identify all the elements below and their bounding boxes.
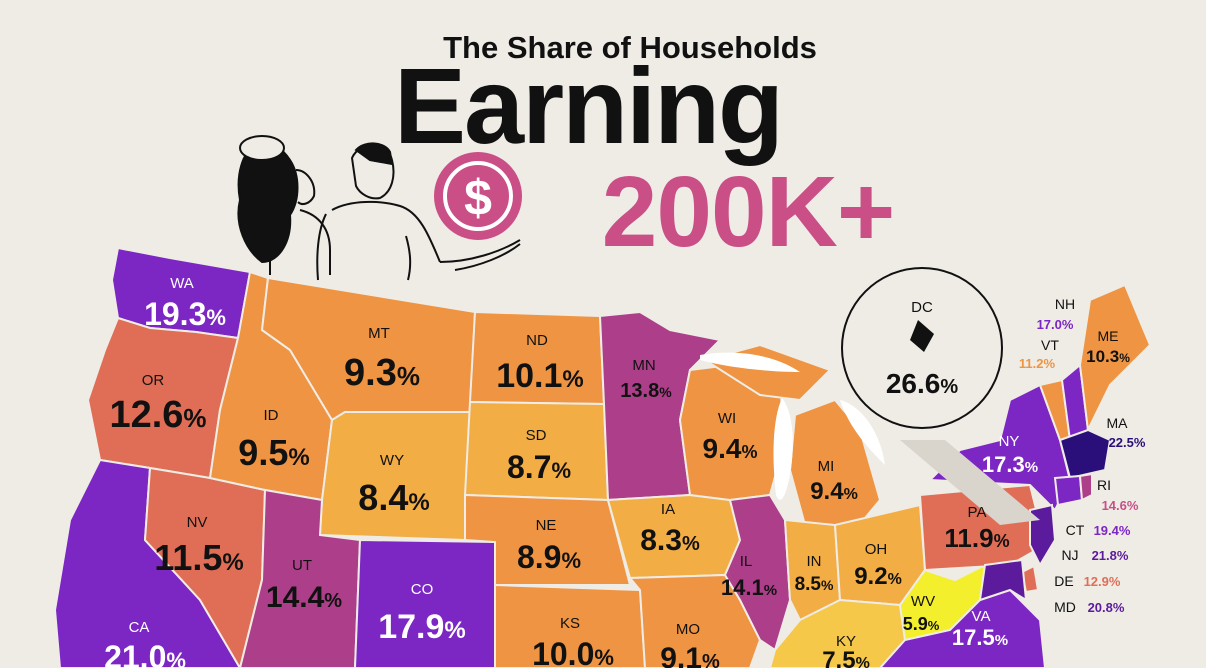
title-line-2: Earning bbox=[394, 45, 782, 166]
label-or-value: 12.6% bbox=[109, 394, 206, 436]
label-wy-abbr: WY bbox=[380, 452, 404, 469]
people-illustration bbox=[237, 135, 521, 281]
label-mi-abbr: MI bbox=[818, 458, 835, 475]
label-ri-abbr: RI bbox=[1097, 477, 1111, 493]
label-pa-abbr: PA bbox=[968, 504, 987, 521]
state-ma[interactable] bbox=[1058, 428, 1112, 480]
label-md-abbr: MD bbox=[1054, 599, 1076, 615]
label-dc-abbr: DC bbox=[911, 299, 933, 316]
label-il-value: 14.1% bbox=[721, 575, 777, 600]
label-wa-value: 19.3% bbox=[144, 296, 226, 332]
label-wi-value: 9.4% bbox=[703, 433, 758, 464]
label-ne-abbr: NE bbox=[536, 517, 557, 534]
label-wv-value: 5.9% bbox=[903, 614, 940, 634]
lake-michigan bbox=[773, 398, 793, 500]
label-ne-value: 8.9% bbox=[517, 539, 581, 575]
state-md[interactable] bbox=[978, 558, 1028, 602]
label-ia-abbr: IA bbox=[661, 501, 675, 518]
label-me-abbr: ME bbox=[1098, 328, 1119, 344]
state-va[interactable] bbox=[878, 588, 1047, 668]
state-ks[interactable] bbox=[494, 583, 647, 668]
label-ky-value: 7.5% bbox=[822, 647, 870, 668]
label-ri-value: 14.6% bbox=[1102, 498, 1139, 513]
label-in-abbr: IN bbox=[807, 553, 822, 570]
label-de-value: 12.9% bbox=[1084, 574, 1121, 589]
lake-huron bbox=[840, 400, 885, 465]
label-ks-abbr: KS bbox=[560, 615, 580, 632]
label-ca-abbr: CA bbox=[129, 619, 150, 636]
label-vt-abbr: VT bbox=[1041, 337, 1059, 353]
label-ma-abbr: MA bbox=[1107, 415, 1129, 431]
label-mo-abbr: MO bbox=[676, 621, 700, 638]
title-line-3: 200K+ bbox=[602, 156, 894, 268]
label-ny-value: 17.3% bbox=[982, 452, 1038, 477]
label-mn-abbr: MN bbox=[632, 357, 655, 374]
label-dc-value: 26.6% bbox=[886, 368, 959, 399]
label-co-abbr: CO bbox=[411, 581, 434, 598]
label-va-value: 17.5% bbox=[952, 625, 1008, 650]
label-or-abbr: OR bbox=[142, 372, 165, 389]
label-ca-value: 21.0% bbox=[104, 639, 186, 668]
dollar-coin-icon: $ bbox=[434, 152, 522, 240]
label-id-abbr: ID bbox=[264, 407, 279, 424]
label-ks-value: 10.0% bbox=[532, 636, 614, 668]
dollar-symbol: $ bbox=[464, 170, 492, 226]
label-sd-value: 8.7% bbox=[507, 449, 571, 485]
label-nh-abbr: NH bbox=[1055, 296, 1075, 312]
state-co[interactable] bbox=[353, 538, 496, 668]
us-map bbox=[53, 246, 1152, 668]
label-me-value: 10.3% bbox=[1086, 347, 1130, 366]
label-mt-value: 9.3% bbox=[344, 352, 420, 394]
label-oh-value: 9.2% bbox=[854, 563, 902, 590]
label-ma-value: 22.5% bbox=[1109, 435, 1146, 450]
label-vt-value: 11.2% bbox=[1019, 356, 1056, 371]
label-in-value: 8.5% bbox=[795, 574, 834, 595]
label-md-value: 20.8% bbox=[1088, 600, 1125, 615]
great-lakes bbox=[700, 352, 885, 500]
label-nv-abbr: NV bbox=[187, 514, 208, 531]
label-id-value: 9.5% bbox=[238, 432, 309, 473]
title-line-1: The Share of Households bbox=[443, 30, 817, 65]
state-il[interactable] bbox=[723, 493, 792, 652]
label-ut-abbr: UT bbox=[292, 557, 312, 574]
labels: WA 19.3% OR 12.6% CA 21.0% NV 11.5% ID 9… bbox=[104, 275, 1146, 668]
label-mi-value: 9.4% bbox=[810, 478, 858, 505]
label-nd-abbr: ND bbox=[526, 332, 548, 349]
label-ky-abbr: KY bbox=[836, 633, 856, 650]
label-wa-abbr: WA bbox=[170, 275, 194, 292]
label-ct-value: 19.4% bbox=[1094, 523, 1131, 538]
woman-hair-icon bbox=[237, 138, 299, 264]
label-nj-abbr: NJ bbox=[1061, 547, 1078, 563]
label-de-abbr: DE bbox=[1054, 573, 1073, 589]
label-nv-value: 11.5% bbox=[154, 537, 243, 578]
label-co-value: 17.9% bbox=[378, 608, 466, 646]
label-sd-abbr: SD bbox=[526, 427, 547, 444]
state-ri[interactable] bbox=[1078, 472, 1093, 502]
state-ct[interactable] bbox=[1053, 474, 1084, 507]
label-va-abbr: VA bbox=[972, 608, 991, 625]
label-wv-abbr: WV bbox=[911, 593, 935, 610]
label-il-abbr: IL bbox=[740, 553, 753, 570]
state-nj[interactable] bbox=[1029, 503, 1057, 568]
label-ia-value: 8.3% bbox=[640, 524, 700, 557]
dc-shape-icon bbox=[910, 320, 934, 352]
label-nj-value: 21.8% bbox=[1092, 548, 1129, 563]
label-ny-abbr: NY bbox=[999, 433, 1020, 450]
label-mo-value: 9.1% bbox=[660, 642, 720, 668]
lake-superior bbox=[700, 352, 800, 372]
label-ct-abbr: CT bbox=[1066, 522, 1085, 538]
label-wy-value: 8.4% bbox=[358, 477, 429, 518]
label-mt-abbr: MT bbox=[368, 325, 390, 342]
label-nd-value: 10.1% bbox=[496, 357, 584, 395]
label-nh-value: 17.0% bbox=[1037, 317, 1074, 332]
dc-callout bbox=[841, 267, 1040, 525]
label-wi-abbr: WI bbox=[718, 410, 736, 427]
label-oh-abbr: OH bbox=[865, 541, 888, 558]
label-mn-value: 13.8% bbox=[620, 380, 672, 402]
label-ut-value: 14.4% bbox=[266, 581, 342, 614]
label-pa-value: 11.9% bbox=[944, 523, 1009, 553]
state-wy[interactable] bbox=[318, 411, 472, 542]
